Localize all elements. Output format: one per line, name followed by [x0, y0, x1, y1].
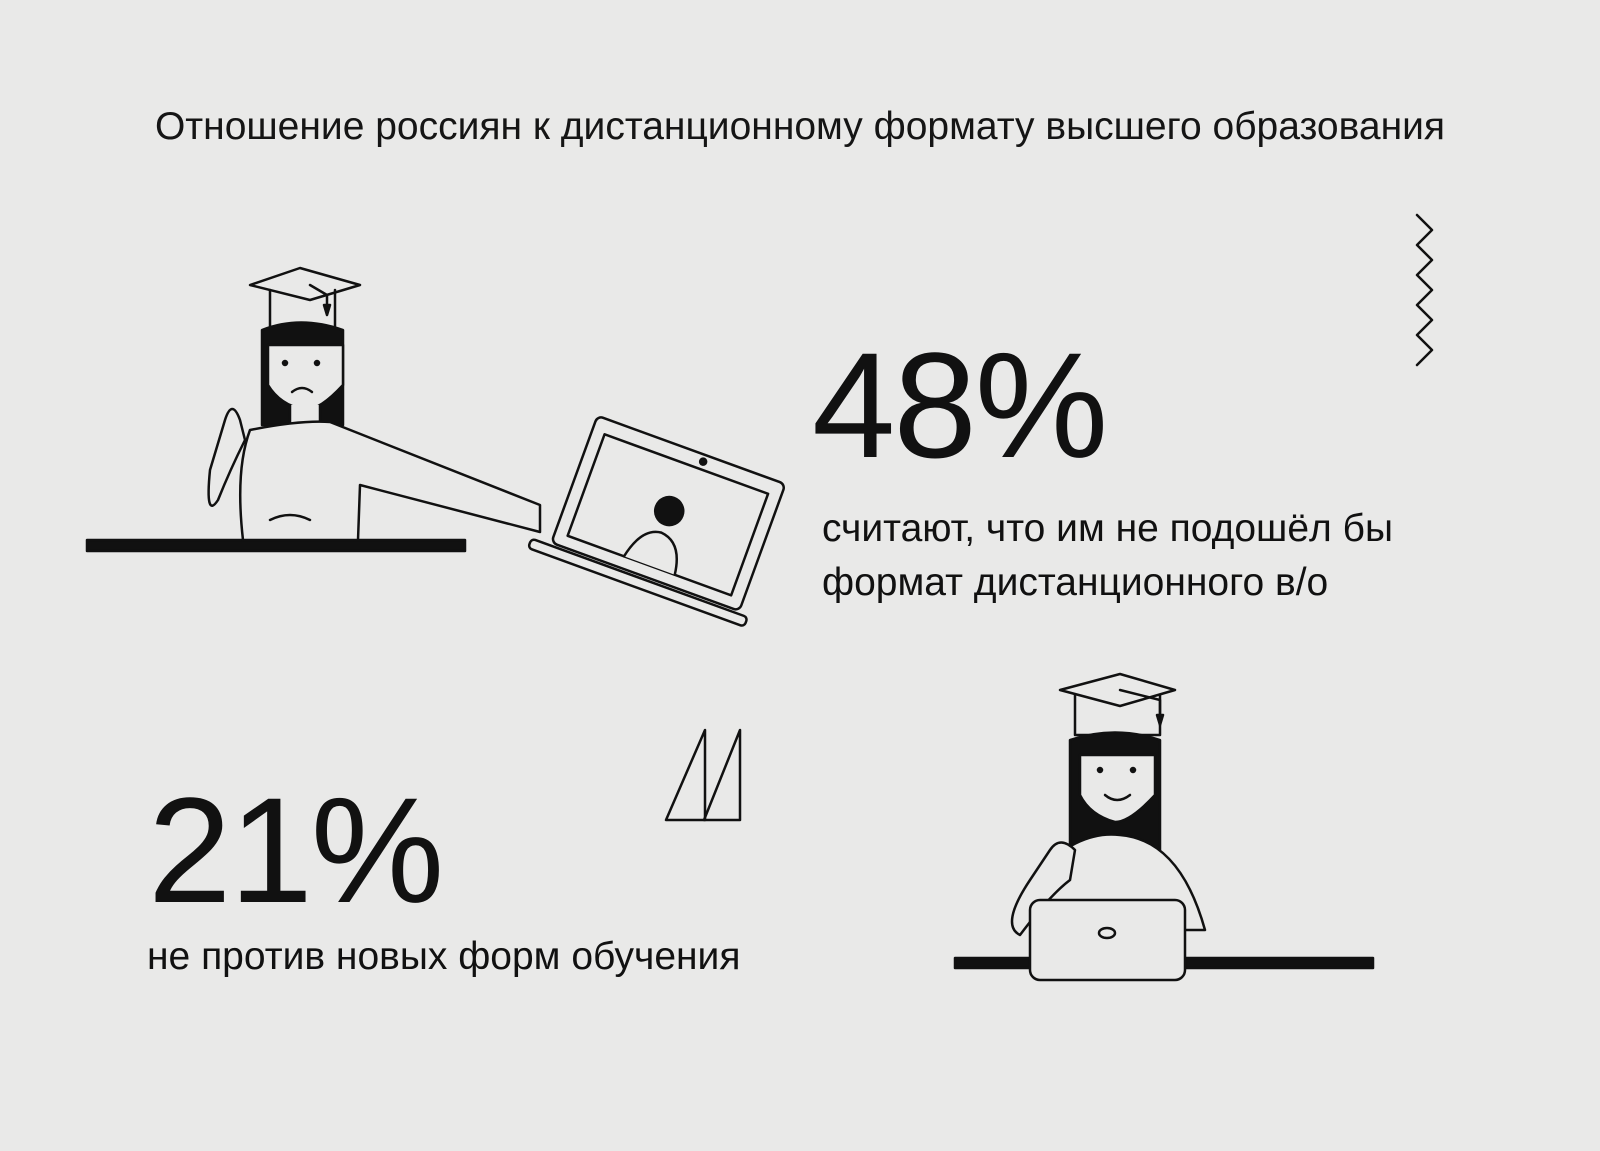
stat-caption-48-line2: формат дистанционного в/о [822, 561, 1329, 604]
graduate-rejecting-laptop-illustration [85, 266, 785, 627]
stat-caption-48-line1: считают, что им не подошёл бы [822, 507, 1393, 550]
stat-value-21: 21% [148, 766, 444, 934]
graduate-thumbs-up-illustration [953, 672, 1375, 982]
stat-caption-21: не против новых форм обучения [147, 935, 741, 978]
zigzag-decoration [1415, 213, 1434, 367]
page-title: Отношение россиян к дистанционному форма… [154, 105, 1446, 148]
stat-value-48: 48% [812, 321, 1108, 489]
triangles-decoration [664, 728, 742, 822]
